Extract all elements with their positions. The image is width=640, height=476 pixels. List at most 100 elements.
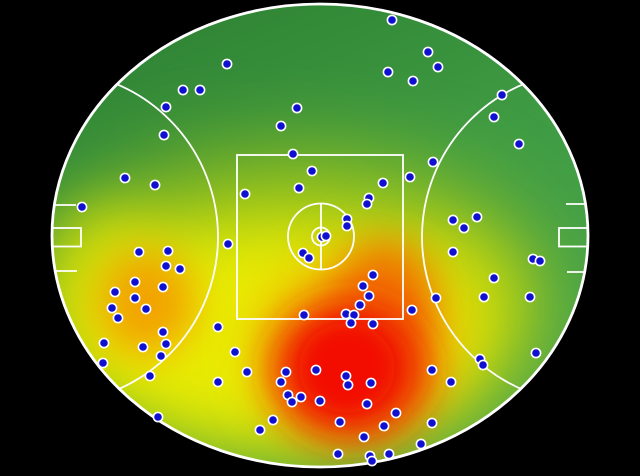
- data-point: [133, 246, 145, 258]
- data-point: [426, 364, 438, 376]
- data-point: [295, 391, 307, 403]
- data-point: [488, 272, 500, 284]
- data-point: [367, 318, 379, 330]
- data-point: [342, 379, 354, 391]
- data-point: [430, 292, 442, 304]
- data-point: [447, 246, 459, 258]
- data-point: [267, 414, 279, 426]
- data-point: [97, 357, 109, 369]
- data-point: [275, 120, 287, 132]
- data-point: [432, 61, 444, 73]
- data-point: [106, 302, 118, 314]
- data-point: [477, 359, 489, 371]
- data-point: [361, 398, 373, 410]
- data-point: [386, 14, 398, 26]
- data-point: [377, 177, 389, 189]
- data-point: [306, 165, 318, 177]
- data-point: [158, 129, 170, 141]
- data-point: [129, 292, 141, 304]
- data-point: [361, 198, 373, 210]
- data-point: [341, 220, 353, 232]
- data-point: [447, 214, 459, 226]
- data-point: [162, 245, 174, 257]
- data-point: [229, 346, 241, 358]
- data-point: [221, 58, 233, 70]
- data-point: [426, 417, 438, 429]
- data-point: [382, 66, 394, 78]
- data-point: [241, 366, 253, 378]
- goal-square: [52, 227, 82, 248]
- data-point: [160, 101, 172, 113]
- data-point: [345, 317, 357, 329]
- data-point: [293, 182, 305, 194]
- data-point: [458, 222, 470, 234]
- data-point: [378, 420, 390, 432]
- data-point: [357, 280, 369, 292]
- data-point: [363, 290, 375, 302]
- data-point: [488, 111, 500, 123]
- data-point: [320, 230, 332, 242]
- goal-square: [558, 227, 588, 248]
- data-point: [286, 396, 298, 408]
- data-point: [157, 281, 169, 293]
- data-point: [155, 350, 167, 362]
- data-point: [291, 102, 303, 114]
- data-point: [212, 376, 224, 388]
- data-point: [254, 424, 266, 436]
- data-point: [530, 347, 542, 359]
- data-point: [152, 411, 164, 423]
- data-point: [358, 431, 370, 443]
- data-point: [109, 286, 121, 298]
- data-point: [478, 291, 490, 303]
- data-point: [287, 148, 299, 160]
- data-point: [280, 366, 292, 378]
- fifty-metre-arc: [421, 70, 588, 404]
- data-point: [303, 252, 315, 264]
- data-point: [160, 260, 172, 272]
- data-point: [406, 304, 418, 316]
- data-point: [524, 291, 536, 303]
- data-point: [365, 377, 377, 389]
- data-point: [415, 438, 427, 450]
- data-point: [157, 326, 169, 338]
- data-point: [407, 75, 419, 87]
- data-point: [334, 416, 346, 428]
- data-point: [534, 255, 546, 267]
- data-point: [366, 455, 378, 467]
- data-point: [140, 303, 152, 315]
- data-points: [76, 14, 546, 467]
- data-point: [149, 179, 161, 191]
- data-point: [298, 309, 310, 321]
- boundary-line: [50, 2, 590, 469]
- data-point: [212, 321, 224, 333]
- data-point: [119, 172, 131, 184]
- data-point: [76, 201, 88, 213]
- data-point: [471, 211, 483, 223]
- data-point: [239, 188, 251, 200]
- data-point: [310, 364, 322, 376]
- data-point: [445, 376, 457, 388]
- data-point: [194, 84, 206, 96]
- data-point: [137, 341, 149, 353]
- data-point: [383, 448, 395, 460]
- data-point: [174, 263, 186, 275]
- data-point: [390, 407, 402, 419]
- heat-blob: [99, 251, 195, 355]
- data-point: [340, 370, 352, 382]
- fifty-metre-arc: [52, 70, 219, 404]
- data-point: [177, 84, 189, 96]
- data-point: [404, 171, 416, 183]
- field-lines: [52, 70, 588, 404]
- data-point: [160, 338, 172, 350]
- data-point: [422, 46, 434, 58]
- data-point: [427, 156, 439, 168]
- centre-square: [236, 154, 404, 320]
- data-point: [332, 448, 344, 460]
- data-point: [222, 238, 234, 250]
- data-point: [496, 89, 508, 101]
- data-point: [513, 138, 525, 150]
- data-point: [98, 337, 110, 349]
- data-point: [144, 370, 156, 382]
